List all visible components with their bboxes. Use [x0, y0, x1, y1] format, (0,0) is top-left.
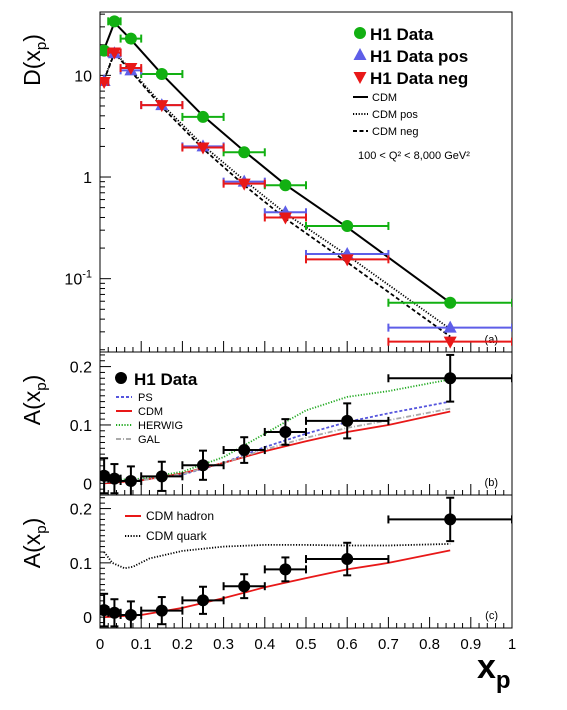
legend-label: GAL [138, 434, 160, 446]
data-point-h1neg [124, 63, 138, 76]
data-point-h1 [108, 472, 121, 485]
y-axis-label: D(xp) [19, 34, 50, 86]
legend-label: H1 Data [134, 370, 198, 389]
data-point-h1 [238, 146, 251, 159]
series-line-cdmpos [103, 50, 451, 330]
data-point-h1 [124, 474, 137, 487]
data-point-h1neg [340, 254, 354, 267]
data-point-h1 [124, 608, 137, 621]
legend-label: CDM hadron [146, 509, 214, 523]
legend-marker-h1 [354, 27, 366, 39]
data-point-h1neg [107, 47, 121, 60]
legend-label: CDM pos [372, 109, 418, 121]
data-point-h1 [341, 219, 354, 232]
data-point-h1neg [155, 100, 169, 113]
x-tick-label: 0.1 [131, 636, 152, 653]
series-line-hadron [104, 549, 451, 618]
x-tick-label: 0.9 [460, 636, 481, 653]
data-point-h1 [444, 513, 457, 526]
legend-label: H1 Data neg [370, 69, 468, 88]
data-point-h1 [155, 68, 168, 81]
data-point-h1 [341, 414, 354, 427]
data-point-h1 [279, 179, 292, 192]
data-point-h1neg [278, 212, 292, 225]
x-axis-label: xp [477, 648, 511, 694]
x-tick-label: 0.8 [419, 636, 440, 653]
x-tick-label: 0.7 [378, 636, 399, 653]
data-point-h1 [238, 580, 251, 593]
data-point-h1 [279, 563, 292, 576]
legend-label: CDM neg [372, 126, 418, 138]
x-tick-label: 0.6 [337, 636, 358, 653]
x-tick-label: 0.3 [213, 636, 234, 653]
legend: CDM hadron CDM quark [125, 509, 214, 543]
data-point-h1 [108, 15, 121, 28]
x-tick-label: 0.2 [172, 636, 193, 653]
legend-marker-h1 [115, 372, 127, 384]
y-axis-label: A(xp) [19, 375, 50, 426]
y-tick-label: 0.2 [70, 502, 92, 519]
chart-panel-b: 0 0.1 0.2 A(xp) (b) H1 Data PS CDM HERWIG GAL [19, 351, 513, 496]
data-point-h1 [444, 296, 457, 309]
data-point-h1 [108, 606, 121, 619]
legend-note: 100 < Q² < 8,000 GeV² [358, 150, 470, 162]
series-line-herwig [104, 378, 451, 482]
data-point-h1 [197, 594, 209, 607]
legend-label: CDM [372, 92, 397, 104]
x-tick-label: 1 [508, 636, 516, 653]
data-point-h1neg [443, 336, 457, 349]
data-point-h1neg [237, 178, 251, 191]
data-point-h1 [155, 604, 168, 617]
series-line-quark [103, 543, 451, 570]
y-tick-label: 10-1 [64, 269, 92, 289]
y-axis-label: A(xp) [19, 518, 50, 569]
legend: H1 Data H1 Data pos H1 Data neg CDM CDM pos C… [353, 25, 470, 162]
legend: H1 Data PS CDM HERWIG GAL [115, 370, 198, 446]
legend-label: PS [138, 392, 153, 404]
data-point-h1 [124, 32, 137, 45]
data-point-h1 [197, 110, 209, 123]
legend-label: HERWIG [138, 420, 183, 432]
chart-panel-c: 0 0.1 0.2 0 0.1 0.2 0.3 0.4 0.5 0.6 0.7 0.8 0.9 1 A(xp… [19, 494, 516, 694]
data-point-h1neg [196, 142, 210, 155]
plot-area [100, 496, 512, 628]
data-point-h1neg [100, 77, 111, 90]
panel-label: (a) [485, 334, 498, 346]
y-tick-label: 0.1 [70, 418, 92, 435]
x-tick-label: 0.5 [296, 636, 317, 653]
y-tick-label: 10 [74, 68, 92, 85]
data-point-h1 [155, 470, 168, 483]
legend-label: CDM [138, 406, 163, 418]
panel-label: (c) [485, 610, 498, 622]
y-tick-label: 0.1 [70, 556, 92, 573]
data-point-h1 [279, 425, 292, 438]
legend-label: H1 Data pos [370, 47, 468, 66]
y-tick-label: 0 [83, 476, 92, 493]
data-point-h1 [341, 553, 354, 566]
x-tick-label: 0.4 [254, 636, 275, 653]
data-point-h1 [197, 459, 209, 472]
legend-label: CDM quark [146, 529, 208, 543]
data-point-h1pos [443, 320, 457, 333]
data-point-h1 [444, 372, 457, 385]
panel-label: (b) [485, 477, 498, 489]
legend-marker-h1pos [353, 48, 367, 60]
y-tick-label: 1 [83, 170, 92, 187]
x-tick-label: 0 [96, 636, 104, 653]
plot-area [100, 353, 512, 495]
legend-label: H1 Data [370, 25, 434, 44]
legend-marker-h1neg [353, 72, 367, 84]
data-point-h1 [238, 444, 251, 457]
plot-area [100, 15, 512, 349]
y-tick-label: 0.2 [70, 360, 92, 377]
series-line-cdmneg [103, 51, 451, 338]
y-tick-label: 0 [83, 610, 92, 627]
